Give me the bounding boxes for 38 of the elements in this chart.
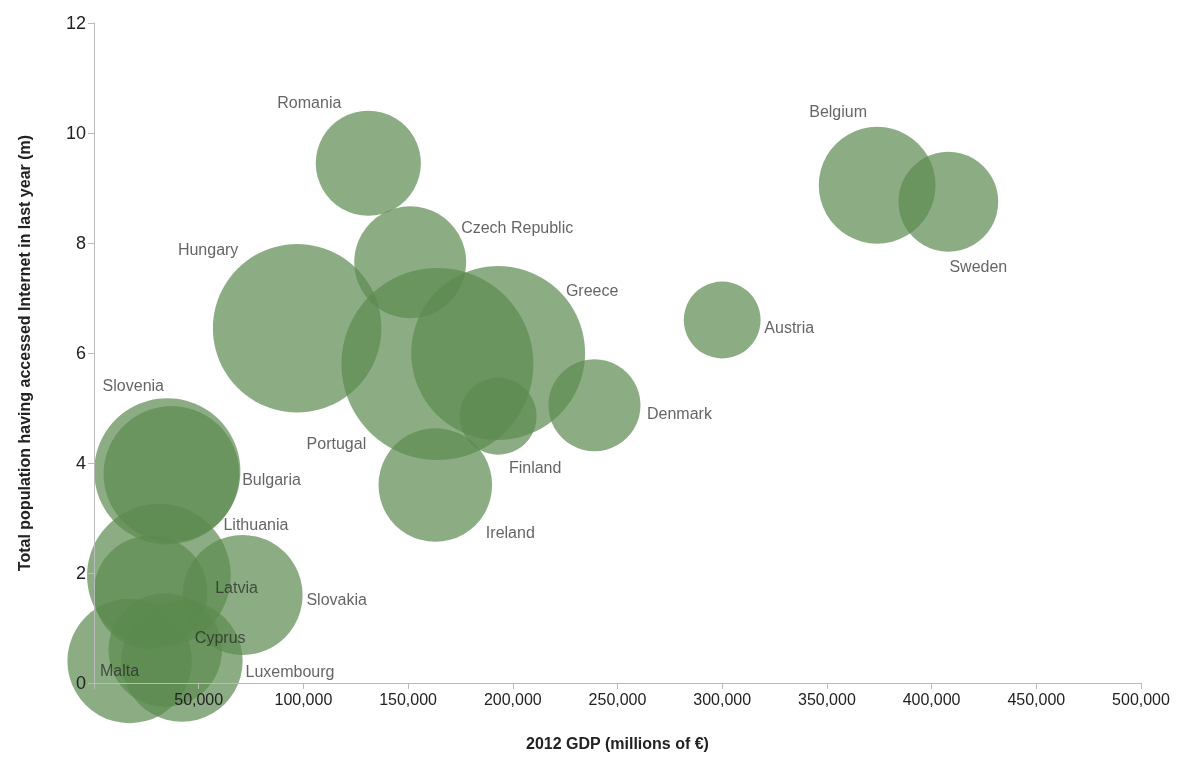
y-tick-label: 12 — [65, 13, 86, 33]
series-label: Latvia — [215, 578, 258, 596]
series-label: Czech Republic — [461, 218, 574, 236]
series-label: Slovakia — [306, 590, 368, 608]
x-tick-label: 350,000 — [797, 690, 856, 708]
series-label: Lithuania — [223, 516, 289, 534]
series-label: Hungary — [177, 240, 239, 258]
series-label: Sweden — [949, 258, 1008, 276]
series-label: Cyprus — [194, 628, 246, 646]
series-label: Bulgaria — [242, 470, 301, 488]
series-label: Austria — [764, 318, 815, 336]
x-tick-label: 50,000 — [174, 690, 224, 708]
y-tick-label: 4 — [75, 453, 86, 473]
x-tick-label: 150,000 — [379, 690, 438, 708]
x-tick-label: 100,000 — [274, 690, 333, 708]
series-label: Finland — [508, 458, 562, 476]
y-tick-label: 6 — [75, 343, 86, 363]
y-tick-label: 2 — [75, 563, 86, 583]
series-label: Portugal — [306, 434, 367, 452]
series-label: Ireland — [485, 523, 535, 541]
x-axis-title: 2012 GDP (millions of €) — [526, 734, 709, 752]
y-tick-label: 0 — [75, 673, 86, 693]
series-label: Luxembourg — [245, 662, 335, 680]
series-label: Slovenia — [102, 376, 165, 394]
y-tick-label: 10 — [65, 123, 86, 143]
x-tick-label: 400,000 — [902, 690, 961, 708]
x-tick-label: 500,000 — [1112, 690, 1171, 708]
x-tick-label: 450,000 — [1007, 690, 1066, 708]
x-tick-label: 250,000 — [588, 690, 647, 708]
series-label: Greece — [565, 281, 619, 299]
series-label: Denmark — [647, 404, 713, 422]
series-label: Belgium — [809, 102, 868, 120]
x-tick-label: 200,000 — [483, 690, 542, 708]
y-axis-title: Total population having accessed Internet in last year (m) — [15, 134, 33, 572]
y-tick-label: 8 — [75, 233, 86, 253]
series-label: Romania — [277, 93, 342, 111]
series-label: Malta — [100, 661, 140, 679]
x-tick-label: 300,000 — [693, 690, 752, 708]
